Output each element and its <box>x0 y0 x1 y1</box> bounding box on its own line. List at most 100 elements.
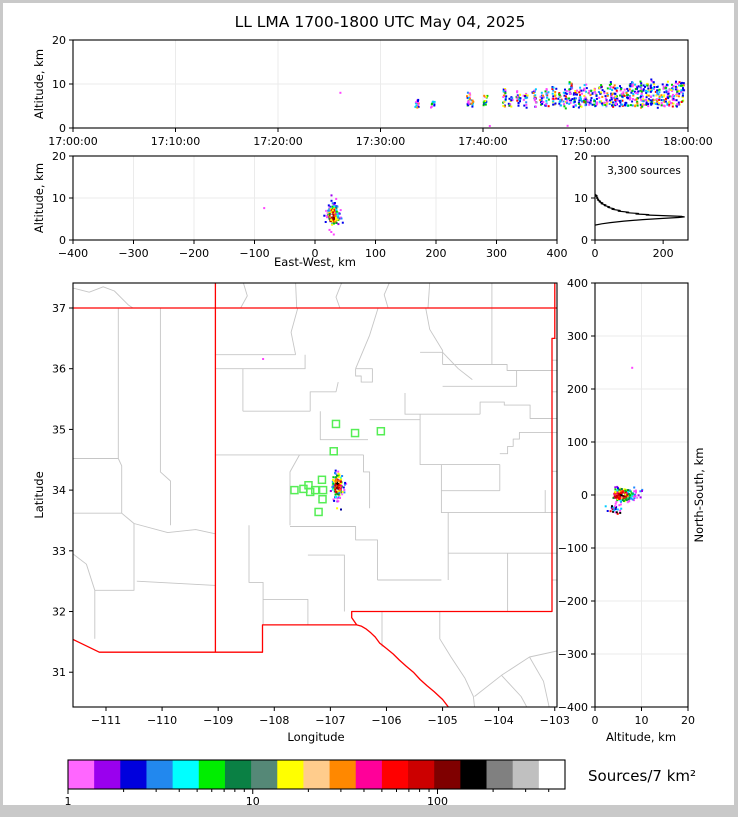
tick-label: −109 <box>203 714 233 727</box>
boundary-line <box>309 382 339 412</box>
colorbar-tick-label: 10 <box>246 795 260 808</box>
colorbar-label: Sources/7 km² <box>588 767 696 785</box>
tick-label: −105 <box>427 714 457 727</box>
boundary-line <box>442 364 557 371</box>
source-points-map <box>262 358 348 511</box>
boundary-line <box>501 674 528 707</box>
tick-label: 36 <box>52 363 66 376</box>
tick-label: 35 <box>52 423 66 436</box>
ns-x-axis-label: Altitude, km <box>606 730 676 744</box>
tick-label: 300 <box>567 330 588 343</box>
ew-y-axis-label: Altitude, km <box>32 163 46 233</box>
colorbar-segment <box>303 760 331 789</box>
boundary-line <box>479 401 557 419</box>
panel-border <box>72 282 558 708</box>
boundary-line <box>263 598 309 625</box>
tick-label: 34 <box>52 484 66 497</box>
figure-title: LL LMA 1700-1800 UTC May 04, 2025 <box>235 13 526 31</box>
colorbar-segment <box>146 760 174 789</box>
boundary-line <box>335 283 343 309</box>
tick-label: 200 <box>426 247 447 260</box>
boundary-line <box>356 624 449 707</box>
tick-label: −300 <box>118 247 148 260</box>
panel-altitude-histogram: 0 200 0 10 20 <box>574 150 689 260</box>
colorbar-segment <box>224 760 252 789</box>
boundary-line <box>94 523 135 591</box>
boundary-line <box>355 307 379 369</box>
tick-label: 10 <box>574 192 588 205</box>
colorbar-segment <box>277 760 304 789</box>
tick-label: 200 <box>653 247 674 260</box>
station-square <box>376 426 386 436</box>
boundary-line <box>427 283 431 309</box>
source-points-ew <box>263 194 344 236</box>
station-square <box>290 485 299 495</box>
source-points-ns <box>604 366 644 515</box>
tick-label: 17:30:00 <box>356 135 405 148</box>
tick-label: 17:40:00 <box>458 135 507 148</box>
tick-label: 37 <box>52 302 66 315</box>
tick-label: 10 <box>52 192 66 205</box>
tick-label: −200 <box>179 247 209 260</box>
tick-label: 0 <box>312 247 319 260</box>
boundary-line <box>363 454 371 509</box>
tick-label: −100 <box>239 247 269 260</box>
tick-label: −400 <box>558 701 588 714</box>
boundary-line <box>289 454 300 526</box>
station-square <box>318 485 328 495</box>
tick-label: 17:20:00 <box>253 135 302 148</box>
station-square <box>314 507 323 517</box>
boundary-line <box>240 283 248 309</box>
tick-label: 0 <box>592 714 599 727</box>
ns-y-axis-label: North-South, km <box>692 448 706 543</box>
boundary-line <box>439 611 475 707</box>
boundary-line <box>529 656 550 707</box>
boundary-line <box>73 553 96 639</box>
boundary-line <box>442 370 518 387</box>
colorbar-segment <box>120 760 147 789</box>
colorbar-segment <box>68 760 95 789</box>
ew-x-axis-label: East-West, km <box>274 255 356 269</box>
state-boundaries <box>73 283 557 707</box>
boundary-line <box>594 193 685 226</box>
tick-label: −111 <box>91 714 121 727</box>
boundary-line <box>73 283 556 653</box>
boundary-line <box>295 283 298 309</box>
tick-label: 0 <box>581 489 588 502</box>
boundary-line <box>73 512 216 535</box>
boundary-line <box>355 368 373 383</box>
tick-label: 20 <box>574 150 588 163</box>
colorbar-segment <box>198 760 226 789</box>
boundary-line <box>419 419 500 466</box>
colorbar-segment <box>172 760 200 789</box>
station-square <box>329 447 338 456</box>
tick-label: −110 <box>147 714 177 727</box>
histogram-annotation: 3,300 sources <box>607 165 681 177</box>
colorbar-tick-label: 100 <box>427 795 448 808</box>
tick-label: 31 <box>52 666 66 679</box>
tick-label: 0 <box>581 234 588 247</box>
tick-label: 17:50:00 <box>561 135 610 148</box>
tick-label: 17:10:00 <box>151 135 200 148</box>
boundary-line <box>383 283 390 309</box>
colorbar-segment <box>408 760 435 789</box>
tick-label: −200 <box>558 595 588 608</box>
tick-label: −107 <box>315 714 345 727</box>
colorbar-segment <box>381 760 409 789</box>
tick-label: −300 <box>558 648 588 661</box>
boundary-line <box>73 286 134 309</box>
colorbar-segment <box>486 760 514 789</box>
boundary-line <box>404 393 481 415</box>
source-points-time <box>339 78 686 127</box>
panel-ns-height: 0 10 20 −400 −300 −200 −100 0 100 200 300 400 <box>558 277 695 727</box>
station-square <box>318 494 327 504</box>
panel-ew-height: −400 −300 −200 −100 0 100 200 300 400 0 10 20 <box>52 150 568 260</box>
station-square <box>331 419 341 429</box>
station-square <box>310 485 320 495</box>
colorbar-segment <box>434 760 461 789</box>
boundary-line <box>136 580 216 586</box>
tick-label: 300 <box>486 247 507 260</box>
boundary-line <box>440 464 449 580</box>
boundary-line <box>474 650 557 697</box>
